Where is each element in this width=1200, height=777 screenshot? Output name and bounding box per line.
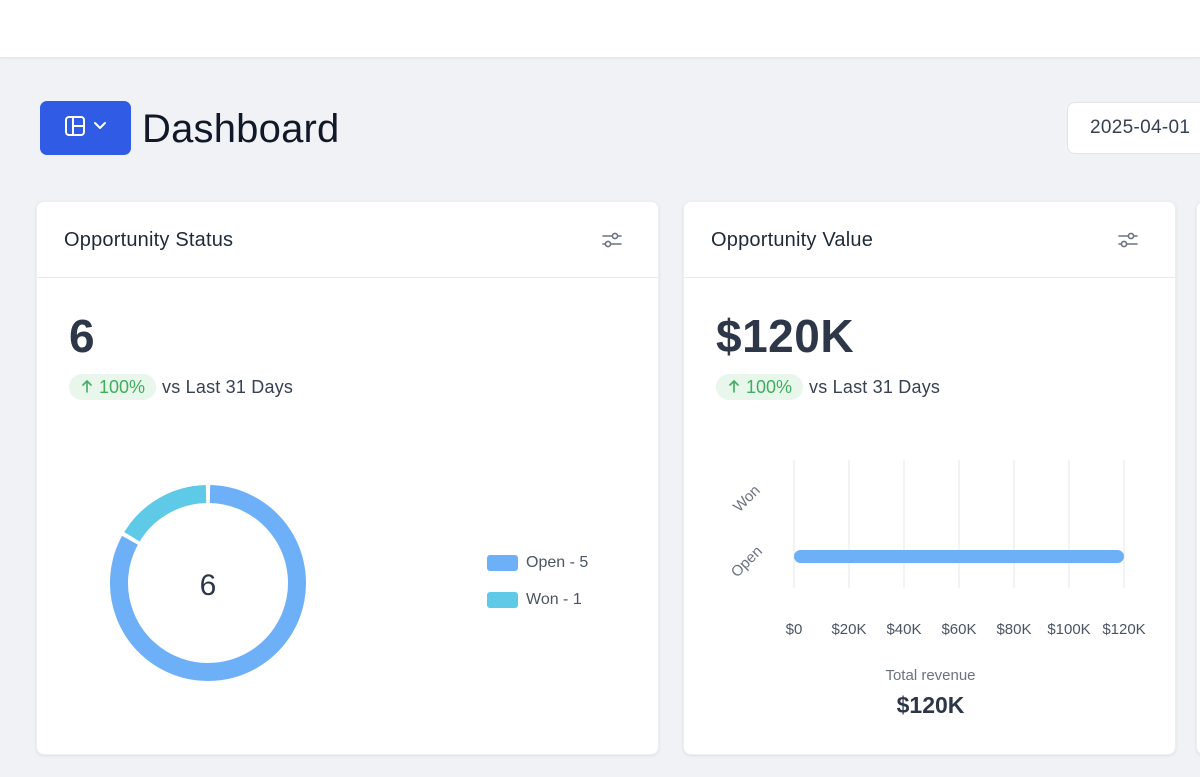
x-tick-label: $0 — [786, 621, 803, 638]
change-percent: 100% — [99, 377, 145, 398]
y-category-label: Won — [730, 482, 764, 516]
x-tick-label: $20K — [831, 621, 866, 638]
opportunity-status-card: Opportunity Status 6 100% vs Last 31 Day… — [36, 201, 659, 755]
legend-item-won[interactable]: Won - 1 — [487, 591, 588, 609]
legend-label: Open - 5 — [526, 554, 588, 572]
legend-item-open[interactable]: Open - 5 — [487, 554, 588, 572]
arrow-up-icon — [728, 377, 740, 398]
filter-sliders-icon[interactable] — [600, 229, 624, 251]
layout-grid-icon — [64, 115, 86, 142]
y-category-label: Open — [728, 543, 766, 581]
donut-chart: 6 — [97, 472, 337, 712]
arrow-up-icon — [81, 377, 93, 398]
x-tick-label: $40K — [886, 621, 921, 638]
opportunity-value: $120K — [716, 310, 854, 362]
legend-swatch-open — [487, 555, 518, 571]
card-title: Opportunity Status — [64, 228, 233, 252]
legend-label: Won - 1 — [526, 591, 582, 609]
total-revenue-value: $120K — [684, 692, 1177, 719]
x-tick-label: $80K — [996, 621, 1031, 638]
x-tick-label: $60K — [941, 621, 976, 638]
change-period: vs Last 31 Days — [162, 377, 293, 398]
filter-sliders-icon[interactable] — [1116, 229, 1140, 251]
total-revenue-label: Total revenue — [684, 667, 1177, 684]
card-title: Opportunity Value — [711, 228, 873, 252]
donut-center-value: 6 — [200, 569, 217, 602]
top-bar — [0, 0, 1200, 58]
legend-swatch-won — [487, 592, 518, 608]
bar-open[interactable] — [794, 550, 1124, 563]
value-bar-chart: $0 $20K $40K $60K $80K $100K $120K Won Open — [684, 442, 1177, 652]
x-tick-label: $120K — [1102, 621, 1145, 638]
change-row: 100% vs Last 31 Days — [716, 373, 940, 401]
date-range-picker[interactable]: 2025-04-01 — [1067, 102, 1200, 154]
card-header: Opportunity Value — [684, 202, 1175, 278]
next-card — [1196, 201, 1200, 755]
opportunity-count: 6 — [69, 310, 95, 362]
change-row: 100% vs Last 31 Days — [69, 373, 293, 401]
change-badge: 100% — [69, 374, 156, 400]
change-percent: 100% — [746, 377, 792, 398]
x-tick-label: $100K — [1047, 621, 1090, 638]
donut-legend: Open - 5 Won - 1 — [487, 554, 588, 628]
card-header: Opportunity Status — [37, 202, 658, 278]
change-period: vs Last 31 Days — [809, 377, 940, 398]
opportunity-value-card: Opportunity Value $120K 100% vs Last 31 … — [683, 201, 1176, 755]
chevron-down-icon — [92, 118, 108, 139]
change-badge: 100% — [716, 374, 803, 400]
page-title: Dashboard — [142, 104, 339, 154]
layout-menu-button[interactable] — [40, 101, 131, 155]
donut-segment-won[interactable] — [132, 494, 206, 537]
